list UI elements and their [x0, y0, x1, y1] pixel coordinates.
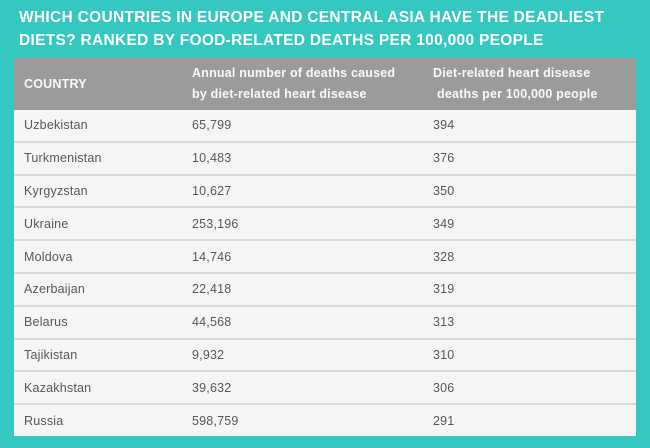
rate-per-100k-cell: 291: [433, 413, 455, 428]
annual-deaths-cell: 253,196: [192, 216, 239, 231]
page-title: WHICH COUNTRIES IN EUROPE AND CENTRAL AS…: [19, 6, 636, 52]
annual-deaths-cell: 598,759: [192, 413, 239, 428]
annual-deaths-cell: 10,627: [192, 183, 232, 198]
country-cell: Turkmenistan: [24, 151, 102, 166]
column-header-rate: Diet-related heart disease deaths per 10…: [433, 63, 636, 105]
column-header-annual-deaths-line-2: by diet-related heart disease: [192, 87, 367, 101]
annual-deaths-cell: 10,483: [192, 151, 232, 166]
column-header-annual-deaths: Annual number of deaths caused by diet-r…: [192, 63, 433, 105]
annual-deaths-cell: 65,799: [192, 118, 232, 133]
rate-per-100k-cell: 350: [433, 183, 455, 198]
annual-deaths-cell: 44,568: [192, 315, 232, 330]
country-cell: Kyrgyzstan: [24, 183, 88, 198]
rate-per-100k-cell: 376: [433, 151, 455, 166]
page-title-line-2: DIETS? RANKED BY FOOD-RELATED DEATHS PER…: [19, 32, 544, 49]
table-header: COUNTRY Annual number of deaths caused b…: [14, 58, 636, 110]
rate-per-100k-cell: 313: [433, 315, 455, 330]
country-cell: Russia: [24, 413, 64, 428]
annual-deaths-cell: 22,418: [192, 282, 232, 297]
rate-per-100k-cell: 394: [433, 118, 455, 133]
country-cell: Moldova: [24, 249, 73, 264]
table-row: Azerbaijan 22,418 319: [14, 271, 636, 305]
page-title-line-1: WHICH COUNTRIES IN EUROPE AND CENTRAL AS…: [19, 9, 605, 26]
table-row: Belarus 44,568 313: [14, 304, 636, 338]
table-row: Uzbekistan 65,799 394: [14, 110, 636, 141]
infographic: WHICH COUNTRIES IN EUROPE AND CENTRAL AS…: [14, 6, 636, 436]
country-cell: Ukraine: [24, 216, 69, 231]
rate-per-100k-cell: 328: [433, 249, 455, 264]
annual-deaths-cell: 9,932: [192, 347, 225, 362]
table-row: Ukraine 253,196 349: [14, 206, 636, 240]
annual-deaths-cell: 39,632: [192, 380, 232, 395]
column-header-annual-deaths-line-1: Annual number of deaths caused: [192, 66, 396, 80]
country-cell: Azerbaijan: [24, 282, 86, 297]
column-header-rate-line-1: Diet-related heart disease: [433, 66, 591, 80]
rate-per-100k-cell: 319: [433, 282, 455, 297]
country-cell: Kazakhstan: [24, 380, 92, 395]
table-row: Tajikistan 9,932 310: [14, 337, 636, 371]
table-row: Russia 598,759 291: [14, 403, 636, 436]
country-cell: Uzbekistan: [24, 118, 88, 133]
table-body: Uzbekistan 65,799 394 Turkmenistan 10,48…: [14, 110, 636, 436]
country-cell: Tajikistan: [24, 347, 78, 362]
rate-per-100k-cell: 306: [433, 380, 455, 395]
column-header-country: COUNTRY: [14, 74, 192, 95]
country-cell: Belarus: [24, 315, 68, 330]
deadliest-diets-table: COUNTRY Annual number of deaths caused b…: [14, 58, 636, 436]
table-row: Turkmenistan 10,483 376: [14, 140, 636, 174]
rate-per-100k-cell: 349: [433, 216, 455, 231]
table-row: Kazakhstan 39,632 306: [14, 370, 636, 404]
column-header-country-label: COUNTRY: [24, 76, 87, 91]
annual-deaths-cell: 14,746: [192, 249, 232, 264]
rate-per-100k-cell: 310: [433, 347, 455, 362]
column-header-rate-line-2: deaths per 100,000 people: [437, 87, 598, 101]
table-row: Moldova 14,746 328: [14, 239, 636, 272]
table-row: Kyrgyzstan 10,627 350: [14, 173, 636, 207]
